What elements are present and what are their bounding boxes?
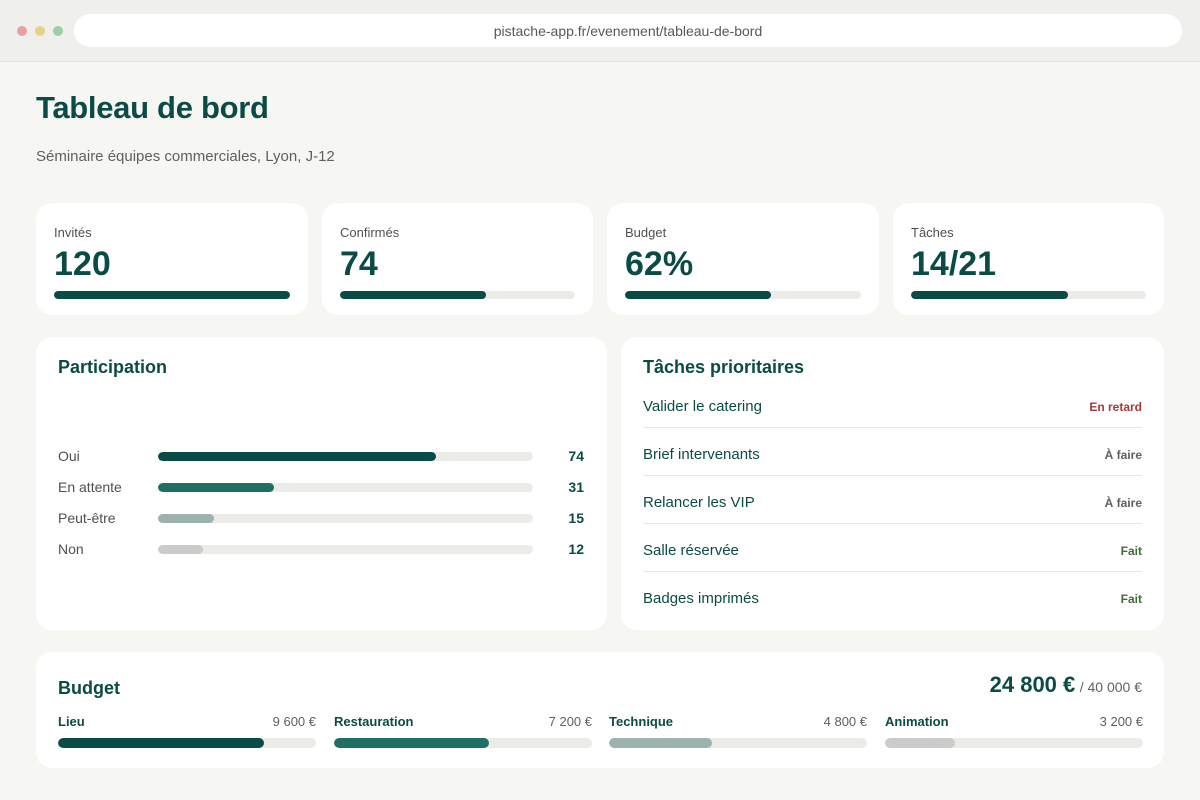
- task-item[interactable]: Salle réservée Fait: [643, 524, 1142, 572]
- task-status-badge: À faire: [1104, 448, 1142, 462]
- budget-item-lieu: Lieu 9 600 €: [58, 714, 316, 754]
- kpi-card-invites: Invités 120: [36, 203, 308, 315]
- kpi-value: 14/21: [911, 245, 997, 283]
- task-name: Brief intervenants: [643, 446, 760, 463]
- participation-row-oui: Oui 74: [58, 446, 584, 466]
- kpi-progress-fill: [54, 291, 290, 299]
- task-name: Valider le catering: [643, 398, 762, 415]
- budget-item-restauration: Restauration 7 200 €: [334, 714, 592, 754]
- address-bar[interactable]: pistache-app.fr/evenement/tableau-de-bor…: [74, 14, 1182, 47]
- budget-title: Budget: [58, 678, 120, 698]
- task-item[interactable]: Brief intervenants À faire: [643, 428, 1142, 476]
- budget-item-technique: Technique 4 800 €: [609, 714, 867, 754]
- participation-track: [158, 452, 533, 461]
- participation-label: Non: [58, 541, 84, 557]
- kpi-progress-track: [625, 291, 861, 299]
- participation-fill: [158, 483, 275, 492]
- budget-item-amount: 7 200 €: [548, 714, 592, 729]
- participation-track: [158, 514, 533, 523]
- participation-fill: [158, 545, 203, 554]
- budget-item-fill: [334, 738, 489, 748]
- budget-item-fill: [885, 738, 955, 748]
- budget-item-amount: 3 200 €: [1099, 714, 1143, 729]
- participation-count: 12: [568, 541, 584, 557]
- kpi-label: Invités: [54, 225, 92, 240]
- kpi-card-taches: Tâches 14/21: [893, 203, 1164, 315]
- task-status-badge: Fait: [1120, 592, 1142, 606]
- participation-label: Oui: [58, 448, 80, 464]
- participation-row-peut-etre: Peut-être 15: [58, 508, 584, 528]
- kpi-label: Confirmés: [340, 225, 400, 240]
- budget-item-name: Restauration: [334, 714, 414, 729]
- budget-item-track: [334, 738, 592, 748]
- kpi-card-confirmes: Confirmés 74: [322, 203, 593, 315]
- kpi-progress-track: [54, 291, 290, 299]
- budget-item-track: [609, 738, 867, 748]
- participation-fill: [158, 514, 215, 523]
- task-status-badge: Fait: [1120, 544, 1142, 558]
- close-window-icon[interactable]: [17, 26, 27, 36]
- budget-spent: 24 800 €: [989, 672, 1076, 697]
- kpi-label: Tâches: [911, 225, 954, 240]
- page-title: Tableau de bord: [36, 90, 269, 125]
- maximize-window-icon[interactable]: [53, 26, 63, 36]
- kpi-value: 120: [54, 245, 111, 283]
- participation-title: Participation: [58, 357, 168, 377]
- participation-row-en-attente: En attente 31: [58, 477, 584, 497]
- kpi-value: 62%: [625, 245, 694, 283]
- budget-item-track: [885, 738, 1143, 748]
- priority-tasks-title: Tâches prioritaires: [643, 357, 805, 377]
- participation-card: Participation Oui 74 En attente 31 Peut-…: [36, 337, 607, 630]
- kpi-card-budget: Budget 62%: [607, 203, 879, 315]
- kpi-progress-fill: [340, 291, 486, 299]
- budget-item-fill: [609, 738, 713, 748]
- task-status-badge: En retard: [1089, 400, 1142, 414]
- kpi-value: 74: [340, 245, 378, 283]
- task-name: Badges imprimés: [643, 590, 759, 607]
- participation-row-non: Non 12: [58, 539, 584, 559]
- kpi-progress-track: [340, 291, 575, 299]
- budget-item-track: [58, 738, 316, 748]
- budget-item-amount: 9 600 €: [272, 714, 316, 729]
- task-item[interactable]: Valider le catering En retard: [643, 380, 1142, 428]
- budget-card: Budget 24 800 € / 40 000 € Lieu 9 600 € …: [36, 652, 1164, 768]
- kpi-label: Budget: [625, 225, 667, 240]
- task-item[interactable]: Badges imprimés Fait: [643, 572, 1142, 620]
- browser-chrome: pistache-app.fr/evenement/tableau-de-bor…: [0, 0, 1200, 62]
- budget-item-fill: [58, 738, 265, 748]
- kpi-progress-fill: [625, 291, 772, 299]
- participation-track: [158, 483, 533, 492]
- participation-track: [158, 545, 533, 554]
- priority-tasks-card: Tâches prioritaires Valider le catering …: [621, 337, 1164, 630]
- budget-item-amount: 4 800 €: [823, 714, 867, 729]
- budget-total: 24 800 € / 40 000 €: [990, 672, 1142, 698]
- participation-count: 74: [568, 448, 584, 464]
- budget-item-name: Lieu: [58, 714, 85, 729]
- task-item[interactable]: Relancer les VIP À faire: [643, 476, 1142, 524]
- budget-item-name: Animation: [885, 714, 949, 729]
- participation-label: Peut-être: [58, 510, 116, 526]
- task-name: Relancer les VIP: [643, 494, 755, 511]
- kpi-progress-fill: [911, 291, 1068, 299]
- budget-item-animation: Animation 3 200 €: [885, 714, 1143, 754]
- address-url: pistache-app.fr/evenement/tableau-de-bor…: [493, 22, 763, 39]
- budget-item-name: Technique: [609, 714, 674, 729]
- task-status-badge: À faire: [1104, 496, 1142, 510]
- participation-label: En attente: [58, 479, 122, 495]
- minimize-window-icon[interactable]: [35, 26, 45, 36]
- page-subtitle: Séminaire équipes commerciales, Lyon, J-…: [36, 148, 335, 165]
- participation-count: 15: [568, 510, 584, 526]
- task-name: Salle réservée: [643, 542, 739, 559]
- participation-fill: [158, 452, 436, 461]
- budget-limit: / 40 000 €: [1079, 679, 1142, 695]
- participation-count: 31: [568, 479, 584, 495]
- kpi-progress-track: [911, 291, 1146, 299]
